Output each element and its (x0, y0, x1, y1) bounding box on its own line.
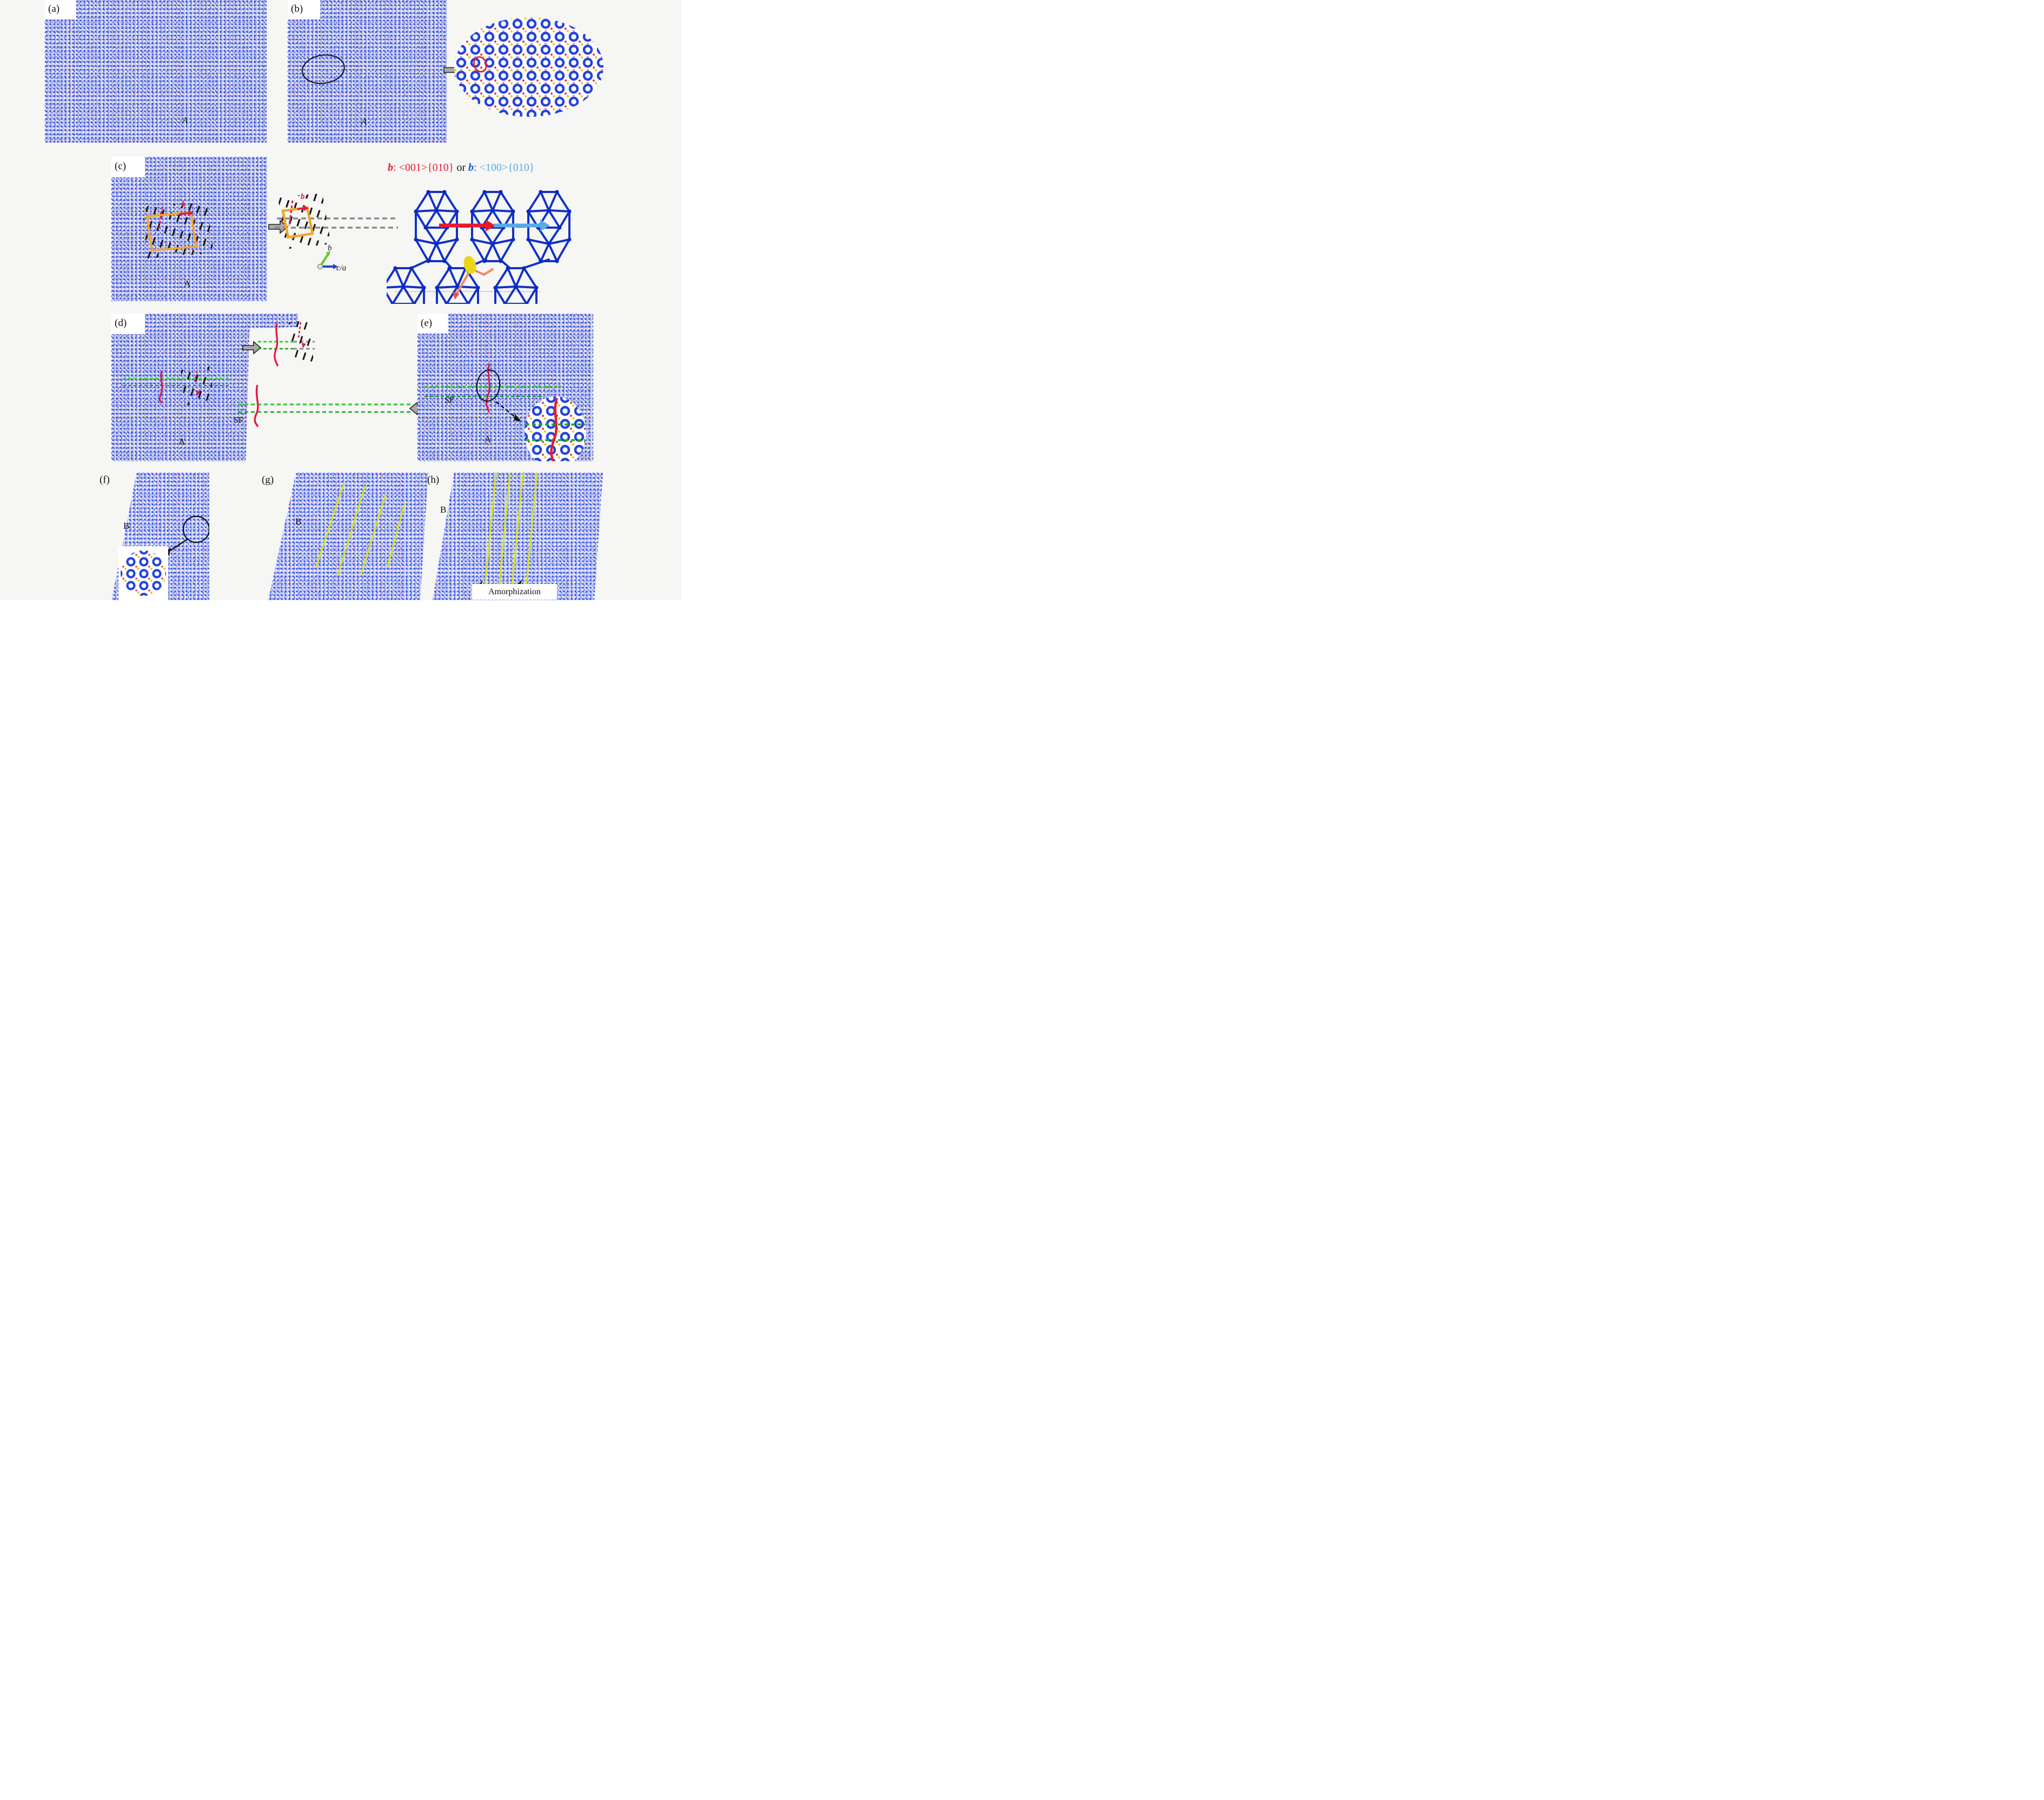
region-label-f: B (123, 521, 130, 531)
region-label-h: B (440, 504, 447, 515)
defect-highlight-circle (182, 515, 209, 543)
tick-cluster (181, 367, 214, 406)
inset-b-highlight-ellipse (473, 56, 487, 72)
sf-dislocation-schematic-top (258, 320, 315, 367)
dislocation-schematic (275, 193, 398, 249)
burgers-b-label-schematic: b (301, 192, 305, 201)
burgers-vector-title: b: <001>{010} or b: <100>{010} (388, 162, 535, 174)
panel-h-amorphous-bands (476, 473, 538, 588)
panel-a-label: (a) (48, 3, 60, 15)
burgers-b-label-c: b (182, 200, 186, 209)
inset-pointer-arrow (168, 538, 188, 553)
panel-b-inset-structure (454, 17, 603, 117)
burgers-vector-arrow (178, 212, 189, 215)
zoom-arrow-d-icon (242, 341, 262, 355)
extra-half-plane (158, 206, 163, 230)
sf-label-panel-e: SF (444, 396, 454, 405)
region-label-d: A (178, 436, 185, 447)
dislocation-line (254, 384, 259, 427)
panel-a-label-chip (45, 0, 76, 19)
panel-e-zoom-inset (525, 396, 586, 461)
sf-schematic-bottom (238, 384, 411, 427)
region-label-g: B (295, 516, 302, 527)
dislocation-line-zoom (550, 397, 559, 461)
panel-d-label-chip (111, 314, 145, 334)
panel-a (45, 0, 267, 143)
panel-h-label: (h) (427, 474, 440, 486)
region-label-c: A (184, 278, 191, 289)
amorphization-caption: Amorphization (488, 587, 541, 596)
dislocation-line (486, 363, 490, 413)
burgers-vector-arrow (297, 207, 304, 210)
burgers-vector-blue: <100>{010} (479, 162, 535, 174)
chain-arrow (453, 292, 460, 300)
panel-c-label: (c) (115, 161, 127, 172)
panel-f-label: (f) (99, 474, 110, 486)
region-label-a: A (182, 115, 188, 125)
inset-pointer-arrow (495, 401, 517, 419)
panel-d-annotations (123, 367, 229, 406)
panel-e-label-chip (417, 314, 448, 334)
figure-canvas: (a) A (b) A (c) A (0, 0, 681, 600)
panel-d-label: (d) (115, 317, 127, 329)
panel-b-highlight-ellipse (302, 54, 345, 84)
amorphization-caption-box: Amorphization (472, 584, 557, 600)
tick-cluster (289, 320, 314, 363)
axis-ca-label: c/a (336, 264, 347, 273)
panel-g (268, 473, 428, 600)
panel-b (288, 0, 447, 143)
icosahedron-cluster (492, 265, 540, 304)
stacking-fault-lines (123, 377, 229, 386)
region-label-e: A (485, 434, 492, 444)
panel-e-annotations (424, 363, 586, 461)
burgers-vector-red: <001>{010} (399, 162, 454, 174)
extra-half-plane (288, 200, 294, 226)
panel-c-label-chip (111, 157, 145, 177)
panel-f-annotations (118, 515, 209, 600)
sf-label-schematic: SF (234, 416, 243, 425)
burgers-circuit (145, 211, 198, 252)
axis-origin (317, 263, 323, 270)
axis-b-label: b (328, 244, 332, 253)
panel-b-zoom-inset (454, 17, 603, 117)
dislocation-line (274, 323, 279, 367)
panel-e-label: (e) (421, 317, 433, 329)
panel-b-label-chip (288, 0, 320, 19)
stacking-fault-lines (424, 386, 561, 397)
extra-half-plane (297, 322, 302, 339)
burgers-symbol-blue: b (468, 162, 474, 174)
interstitial-atom (463, 256, 476, 274)
panel-g-label: (g) (262, 474, 274, 486)
axis-triad (317, 251, 338, 270)
dislocation-line (158, 370, 163, 404)
panel-c-dislocation-annotation (142, 202, 214, 258)
burgers-symbol-red: b (388, 162, 393, 174)
extra-half-plane (194, 370, 198, 384)
dislocation-highlight-ellipse (476, 369, 501, 402)
icosahedron-cluster (387, 265, 427, 304)
region-label-b: A (361, 116, 367, 127)
panel-g-amorphous-bands (315, 484, 406, 575)
icosahedra-model (387, 189, 573, 304)
panel-b-label: (b) (291, 3, 303, 15)
